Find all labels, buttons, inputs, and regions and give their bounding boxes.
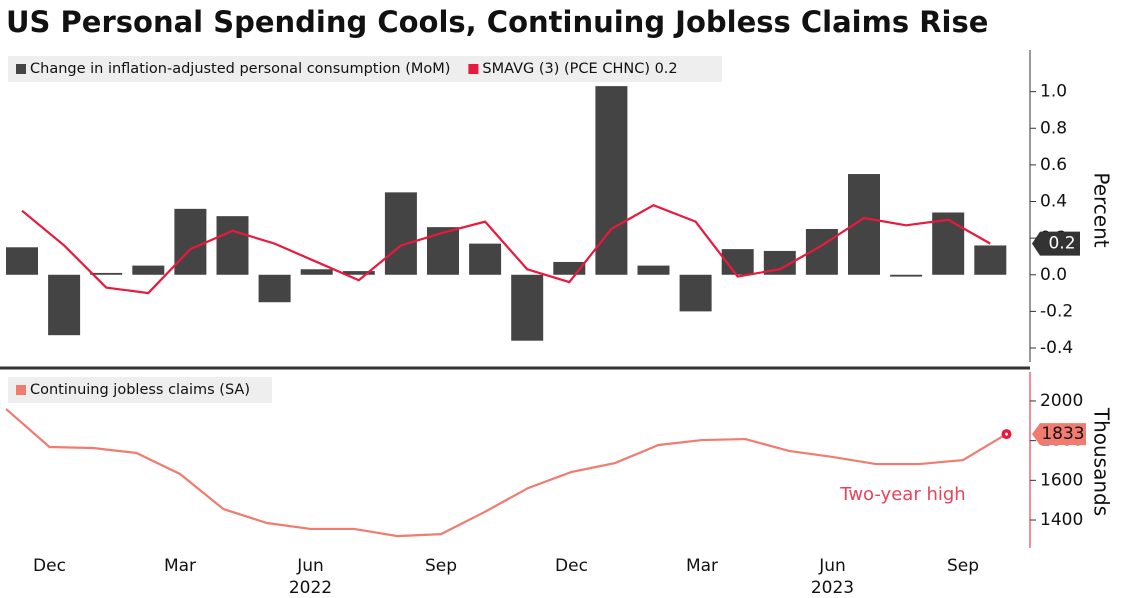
x-tick-label: Dec	[555, 556, 588, 576]
x-tick-label: Sep	[425, 556, 457, 576]
x-year-label: 2023	[811, 578, 854, 598]
x-tick-label: Jun	[818, 556, 846, 576]
chart-title: US Personal Spending Cools, Continuing J…	[6, 5, 988, 39]
bar	[595, 86, 628, 275]
y-tick-label: 0.6	[1040, 155, 1067, 175]
bar	[890, 274, 923, 277]
legend-swatch	[468, 64, 479, 74]
bar	[427, 227, 459, 275]
bar	[763, 250, 796, 275]
x-year-label: 2022	[289, 578, 332, 598]
x-tick-label: Jun	[296, 556, 324, 576]
y-tick-label: 2000	[1040, 391, 1083, 411]
bar	[132, 265, 165, 275]
bar	[216, 216, 249, 275]
y-tick-label: 1600	[1040, 470, 1083, 490]
y-tick-label: 0.4	[1040, 192, 1067, 212]
bar	[48, 274, 81, 336]
value-label: 1833	[1041, 424, 1084, 444]
legend-swatch	[16, 385, 26, 395]
x-tick-label: Mar	[686, 556, 718, 576]
end-point-dot	[1005, 432, 1008, 436]
y-tick-label: 0.8	[1040, 118, 1067, 138]
bar	[342, 271, 375, 275]
legend-label: Continuing jobless claims (SA)	[30, 382, 250, 398]
x-tick-label: Sep	[947, 556, 979, 576]
y-tick-label: -0.4	[1040, 338, 1073, 358]
y-axis-title: Thousands	[1090, 407, 1114, 516]
legend-swatch	[16, 64, 26, 74]
value-tag	[1032, 231, 1080, 256]
legend-label: SMAVG (3) (PCE CHNC) 0.2	[482, 61, 677, 77]
y-tick-label: 1400	[1040, 510, 1083, 530]
bar	[511, 274, 544, 341]
x-tick-label: Mar	[164, 556, 196, 576]
legend-bg	[8, 377, 272, 403]
y-axis-title: Percent	[1090, 172, 1114, 247]
bar	[974, 245, 1007, 275]
y-tick-label: -0.2	[1040, 301, 1073, 321]
bar	[469, 243, 502, 275]
value-tag	[1032, 423, 1086, 446]
bar	[6, 247, 38, 275]
bar	[679, 274, 712, 312]
annotation: Two-year high	[839, 484, 965, 505]
bar	[932, 212, 965, 275]
bar	[258, 274, 291, 303]
line	[21, 203, 991, 295]
y-tick-label: 1.0	[1040, 82, 1067, 102]
bar	[300, 269, 333, 275]
bar	[90, 272, 123, 275]
bar	[174, 208, 207, 275]
legend-bg	[8, 56, 722, 82]
legend-label: Change in inflation-adjusted personal co…	[30, 61, 450, 77]
bar	[637, 265, 670, 275]
value-label: 0.2	[1048, 234, 1075, 254]
line	[5, 408, 1008, 538]
x-tick-label: Dec	[33, 556, 66, 576]
y-tick-label: 0.0	[1040, 265, 1067, 285]
bar	[384, 192, 417, 275]
